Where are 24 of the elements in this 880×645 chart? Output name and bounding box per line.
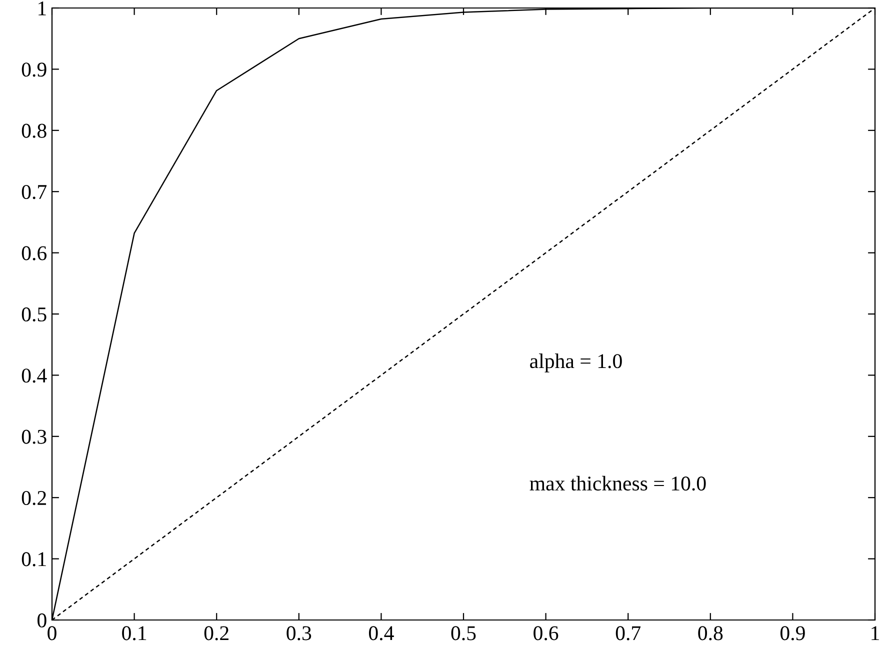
y-tick-label: 0 xyxy=(38,613,46,628)
x-tick-label: 0.1 xyxy=(122,626,146,640)
y-tick-label: 0.7 xyxy=(22,184,47,200)
y-tick-label: 0.5 xyxy=(22,307,46,322)
y-tick-label: 0.8 xyxy=(22,124,46,138)
x-tick-label: 0 xyxy=(48,626,56,640)
annotation: alpha = 1.0 xyxy=(530,354,622,372)
x-tick-label: 0.8 xyxy=(698,626,723,640)
x-tick-label: 0.3 xyxy=(286,626,312,640)
y-tick-label: 0.9 xyxy=(22,62,46,77)
y-tick-label: 0.1 xyxy=(22,552,46,566)
x-tick-label: 0.6 xyxy=(534,626,558,640)
y-tick-label: 0.2 xyxy=(22,490,46,506)
x-tick-label: 0.4 xyxy=(368,626,394,640)
y-tick-label: 0.3 xyxy=(22,430,46,444)
x-tick-label: 1 xyxy=(872,626,879,640)
annotation: max thickness = 10.0 xyxy=(530,476,706,491)
x-tick-label: 0.5 xyxy=(451,626,476,640)
x-tick-label: 0.2 xyxy=(204,626,228,640)
y-tick-label: 0.4 xyxy=(22,368,47,383)
x-tick-label: 0.9 xyxy=(780,626,805,640)
x-tick-label: 0.7 xyxy=(616,626,641,640)
y-tick-label: 0.6 xyxy=(22,246,47,260)
y-tick-label: 1 xyxy=(38,1,46,16)
